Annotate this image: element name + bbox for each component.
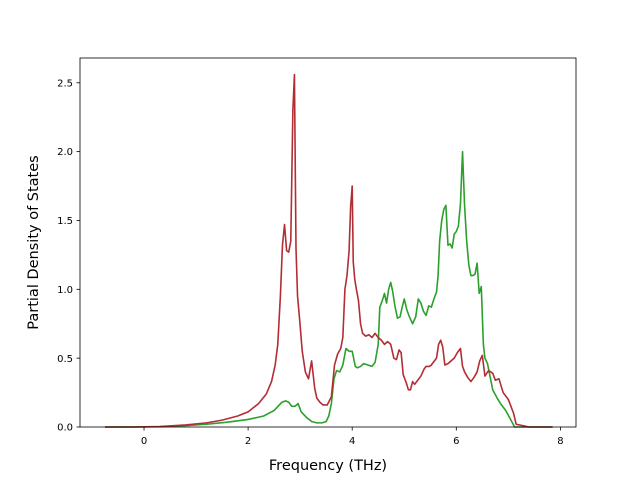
plot-area xyxy=(79,57,577,428)
x-axis: 0 2 4 6 8 xyxy=(141,427,564,447)
series-line-2 xyxy=(104,73,553,428)
y-tick-label: 1.0 xyxy=(57,285,73,296)
x-tick-label: 8 xyxy=(557,436,563,447)
x-tick-label: 6 xyxy=(453,436,459,447)
y-tick-label: 2.0 xyxy=(57,147,73,158)
y-tick-label: 1.5 xyxy=(57,216,73,227)
y-tick-label: 0.5 xyxy=(57,354,73,365)
x-tick-label: 4 xyxy=(349,436,355,447)
y-tick-label: 0.0 xyxy=(57,423,73,434)
y-axis: 0.0 0.5 1.0 1.5 2.0 2.5 xyxy=(57,78,80,434)
y-axis-label: Partial Density of States xyxy=(26,155,42,329)
x-axis-label: Frequency (THz) xyxy=(269,458,387,474)
x-tick-label: 0 xyxy=(141,436,147,447)
series-layer xyxy=(104,73,553,428)
series-line-1 xyxy=(104,150,553,428)
y-tick-label: 2.5 xyxy=(57,78,73,89)
axes-frame xyxy=(79,57,577,428)
x-tick-label: 2 xyxy=(245,436,251,447)
